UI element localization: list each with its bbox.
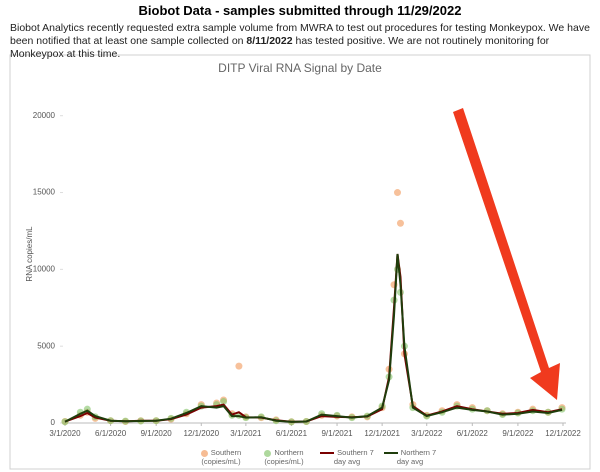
y-tick-label: 20000: [33, 111, 56, 120]
legend-item: Southern 7 day avg: [316, 448, 378, 466]
sample-point: [396, 219, 404, 227]
x-tick-label: 12/1/2022: [545, 429, 581, 438]
legend-swatch: [383, 452, 398, 455]
notice-text: Biobot Analytics recently requested extr…: [10, 22, 590, 47]
y-tick-label: 15000: [33, 188, 56, 197]
plot-area: 0 5000 10000 15000 20000 3/1/2020 6/1/2020 9/1/…: [33, 111, 582, 438]
x-tick-label: 9/1/2021: [321, 429, 353, 438]
x-tick-label: 6/1/2022: [457, 429, 489, 438]
sample-point: [220, 397, 228, 405]
red-arrow: [453, 108, 560, 400]
x-tick-label: 9/1/2020: [141, 429, 173, 438]
legend-item: Southern (copies/mL): [190, 448, 252, 466]
legend-swatch: [320, 452, 335, 455]
legend-label: Northern 7 day avg: [396, 448, 437, 466]
legend-item: Northern 7 day avg: [379, 448, 441, 466]
chart-frame: [9, 54, 591, 470]
legend-label: Southern (copies/mL): [201, 448, 242, 466]
x-tick-label: 3/1/2020: [49, 429, 81, 438]
x-tick-label: 6/1/2021: [276, 429, 308, 438]
y-axis-label: RNA copies/mL: [25, 226, 34, 282]
legend-item: Northern (copies/mL): [253, 448, 315, 466]
y-tick-label: 10000: [33, 264, 56, 273]
avg-line: [64, 253, 563, 423]
notice-text: has tested positive. We are not routinel…: [10, 35, 550, 60]
page-title: Biobot Data - samples submitted through …: [138, 3, 462, 18]
legend-swatch: [264, 449, 272, 457]
y-tick-label: 0: [51, 418, 56, 427]
x-tick-label: 12/1/2021: [364, 429, 400, 438]
notice-date: 8/11/2022: [246, 35, 293, 47]
y-tick-label: 5000: [37, 341, 55, 350]
x-tick-label: 3/1/2021: [230, 429, 262, 438]
x-tick-label: 9/1/2022: [502, 429, 534, 438]
legend-label: Southern 7 day avg: [333, 448, 374, 466]
sample-point: [393, 189, 401, 197]
chart-title: DITP Viral RNA Signal by Date: [218, 61, 382, 75]
notice: Biobot Analytics recently requested extr…: [10, 22, 592, 61]
sample-point: [235, 362, 243, 370]
x-tick-label: 3/1/2022: [411, 429, 443, 438]
legend-swatch: [200, 449, 208, 457]
x-tick-label: 12/1/2020: [183, 429, 219, 438]
x-tick-label: 6/1/2020: [95, 429, 127, 438]
legend-label: Northern (copies/mL): [264, 448, 304, 466]
